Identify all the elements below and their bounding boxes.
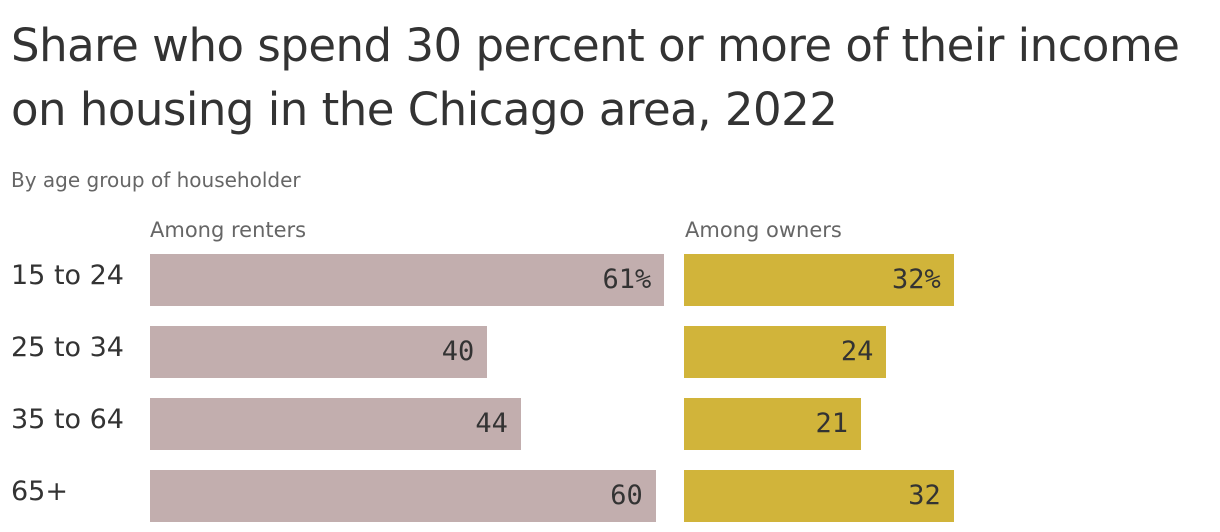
- owners-value-label: 24: [840, 336, 874, 367]
- row-label: 15 to 24: [11, 260, 124, 291]
- renters-bar: [150, 326, 488, 378]
- owners-bar: [684, 398, 862, 450]
- owners-bar: [684, 254, 954, 306]
- panel-header-owners: Among owners: [685, 218, 842, 242]
- chart-subtitle: By age group of householder: [11, 168, 301, 192]
- row-label: 35 to 64: [11, 404, 124, 435]
- renters-value-label: 40: [441, 336, 475, 367]
- owners-value-label: 21: [815, 408, 849, 439]
- row-label: 25 to 34: [11, 332, 124, 363]
- renters-value-label: 44: [475, 408, 508, 439]
- row-label: 65+: [11, 476, 68, 507]
- panel-header-renters: Among renters: [150, 218, 307, 242]
- chart-title: Share who spend 30 percent or more of th…: [11, 19, 1180, 136]
- renters-bar: [150, 254, 665, 306]
- renters-bar: [150, 470, 656, 522]
- owners-bar: [684, 326, 887, 378]
- renters-value-label: 61%: [602, 264, 652, 295]
- owners-bar: [684, 470, 954, 522]
- owners-value-label: 32%: [891, 264, 941, 295]
- renters-bar: [150, 398, 521, 450]
- renters-value-label: 60: [610, 480, 643, 511]
- owners-value-label: 32: [908, 480, 941, 511]
